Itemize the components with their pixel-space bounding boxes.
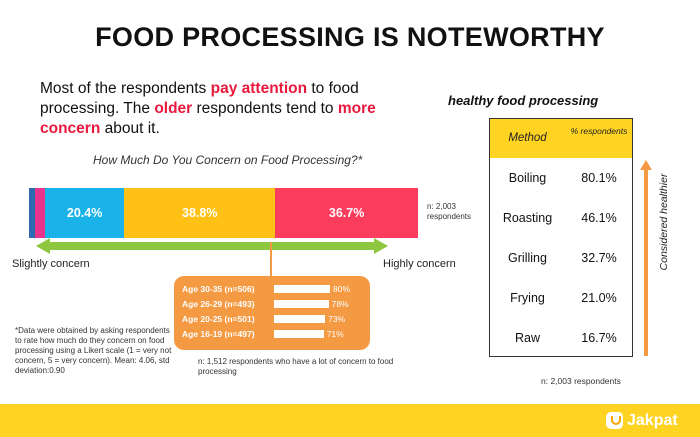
intro-part: to food processing. The [40, 80, 359, 117]
method-cell: Frying [510, 291, 545, 305]
concern-scale-arrow [36, 238, 388, 254]
age-value-label: 73% [328, 314, 346, 324]
table-header: Method % respondents [490, 119, 632, 158]
age-group-label: Age 26-29 (n=493) [182, 299, 255, 309]
brand-name: Jakpat [627, 412, 678, 429]
concern-bar-label: 36.7% [328, 206, 365, 220]
intro-highlight: more concern [40, 100, 376, 137]
concern-chart-note: n: 2,003 respondents [427, 202, 472, 221]
intro-highlight: older [154, 100, 193, 117]
method-cell: Roasting [502, 211, 553, 225]
age-group-label: Age 16-19 (n=497) [182, 329, 255, 339]
page-title: FOOD PROCESSING IS NOTEWORTHY [95, 22, 605, 52]
table-row: Raw 16.7% [490, 318, 632, 358]
age-group-label: Age 30-35 (n=506) [182, 284, 255, 294]
percent-cell: 80.1% [581, 171, 617, 185]
concern-bar-segment [44, 188, 125, 238]
concern-bar-segment [34, 188, 45, 238]
age-row: Age 16-19 (n=497) 71% [182, 328, 372, 341]
concern-bar-label: 38.8% [182, 206, 218, 220]
age-box-connector [270, 242, 272, 276]
concern-bar-segment [124, 188, 276, 238]
methodology-footnote: *Data were obtained by asking respondent… [15, 326, 172, 375]
percent-cell: 16.7% [581, 331, 617, 345]
scale-left-label: Slightly concern [12, 258, 90, 270]
age-bar [274, 315, 326, 323]
age-value-label: 78% [331, 299, 349, 309]
percent-cell: 32.7% [581, 251, 617, 265]
concern-chart-title: How Much Do You Concern on Food Processi… [93, 153, 363, 167]
concern-bar-segment [29, 188, 35, 238]
age-bar [274, 300, 329, 308]
column-header-method: Method [508, 132, 547, 144]
age-breakdown-box: Age 30-35 (n=506) 80% Age 26-29 (n=493) 78%… [174, 276, 370, 350]
concern-bar-label: 20.4% [66, 206, 103, 220]
footer-bar [0, 404, 700, 437]
age-value-label: 80% [333, 284, 351, 294]
healthier-label: Considered healthier [656, 164, 672, 284]
age-bar [274, 285, 330, 293]
table-row: Grilling 32.7% [490, 238, 632, 278]
age-row: Age 30-35 (n=506) 80% [182, 283, 372, 296]
age-row: Age 20-25 (n=501) 73% [182, 313, 372, 326]
scale-right-label: Highly concern [383, 258, 456, 270]
intro-part: Most of the respondents [40, 80, 211, 97]
age-row: Age 26-29 (n=493) 78% [182, 298, 372, 311]
table-note: n: 2,003 respondents [541, 376, 621, 386]
concern-bar-segment [275, 188, 418, 238]
jakpat-logo-icon [606, 412, 623, 429]
intro-part: about it. [100, 120, 160, 137]
table-row: Frying 21.0% [490, 278, 632, 318]
healthier-arrow-icon [640, 160, 652, 356]
column-header-respondents: % respondents [570, 126, 628, 136]
intro-part: respondents tend to [192, 100, 338, 117]
percent-cell: 46.1% [581, 211, 617, 225]
intro-highlight: pay attention [210, 80, 308, 97]
table-row: Roasting 46.1% [490, 198, 632, 238]
intro-text: Most of the respondents pay attention to… [40, 79, 400, 139]
table-row: Boiling 80.1% [490, 158, 632, 198]
age-breakdown-note: n: 1,512 respondents who have a lot of c… [198, 357, 394, 376]
age-bar [274, 330, 324, 338]
method-cell: Boiling [508, 171, 547, 185]
healthier-label-text: Considered healthier [658, 173, 670, 271]
age-group-label: Age 20-25 (n=501) [182, 314, 255, 324]
processing-methods-table: Method % respondents Boiling 80.1% Roastin… [489, 118, 633, 357]
table-title: healthy food processing [448, 93, 599, 108]
method-cell: Raw [514, 331, 540, 345]
method-cell: Grilling [508, 251, 547, 265]
percent-cell: 21.0% [581, 291, 617, 305]
age-value-label: 71% [326, 329, 344, 339]
concern-stacked-bar: 20.4% 38.8% 36.7% [29, 188, 418, 238]
